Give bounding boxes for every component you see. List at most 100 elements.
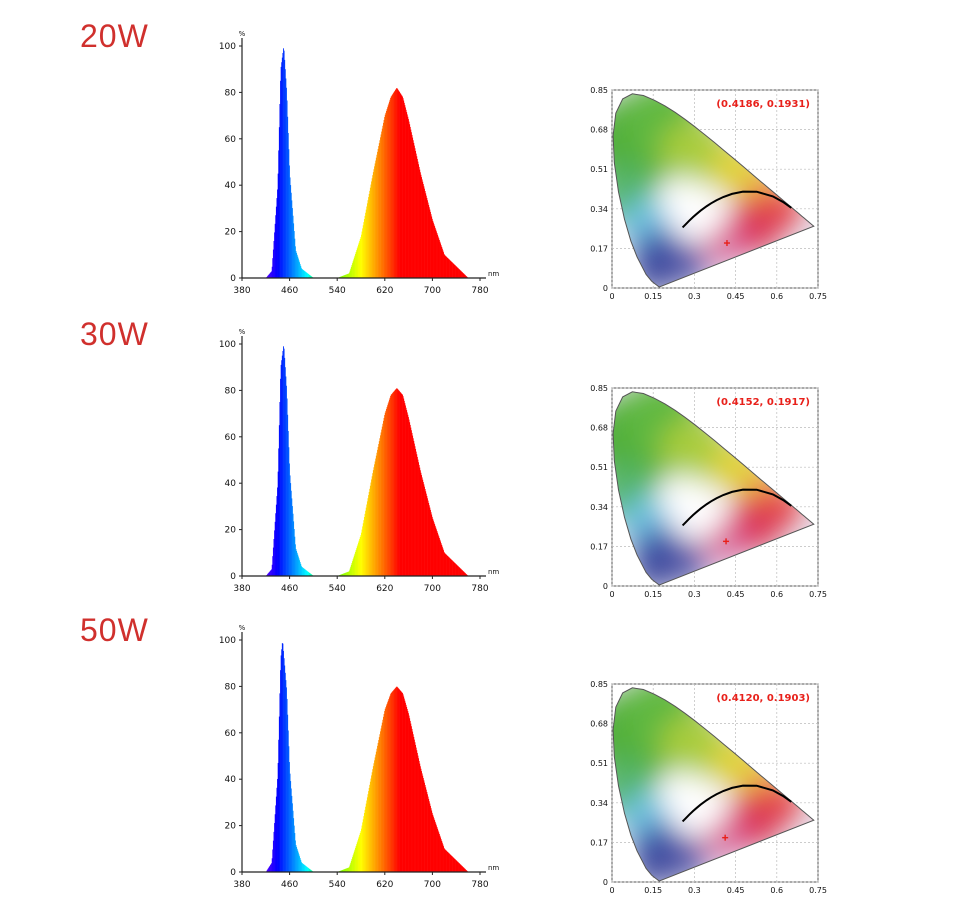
spectrum-bar bbox=[296, 552, 298, 576]
spectrum-bar bbox=[394, 390, 396, 576]
spectrum-bar bbox=[444, 255, 446, 278]
spectrum-bar bbox=[383, 420, 384, 576]
spectrum-bar bbox=[428, 801, 430, 872]
spectrum-bar bbox=[287, 730, 289, 872]
spectrum-bar bbox=[424, 191, 426, 278]
spectrum-bar bbox=[446, 555, 448, 576]
spectrum-bar bbox=[300, 265, 302, 278]
spectrum-bar bbox=[299, 562, 301, 576]
spectrum-bar bbox=[363, 222, 365, 278]
spectrum-bar bbox=[290, 781, 292, 872]
spectrum-bar bbox=[284, 59, 286, 278]
spectrum-bar bbox=[440, 541, 442, 576]
spectrum-bar bbox=[294, 833, 296, 872]
spectrum-bar bbox=[345, 868, 347, 872]
spectrum-bar bbox=[302, 567, 304, 576]
spectrum-bar bbox=[352, 261, 354, 278]
spectrum-bar bbox=[432, 816, 434, 872]
spectrum-bar bbox=[306, 571, 308, 576]
spectrum-bar bbox=[387, 107, 389, 278]
spectrum-area bbox=[266, 48, 468, 279]
spectrum-bar bbox=[383, 716, 384, 872]
spectrum-bar bbox=[385, 408, 387, 576]
spectrum-bar bbox=[400, 94, 402, 278]
x-tick-label: 0.45 bbox=[727, 886, 745, 895]
spectrum-bar bbox=[415, 451, 417, 576]
x-tick-label: 0.6 bbox=[770, 292, 783, 301]
spectrum-bar bbox=[378, 441, 380, 576]
spectrum-bar bbox=[360, 535, 362, 576]
spectrum-bar bbox=[272, 547, 274, 576]
y-tick-label: 0 bbox=[603, 284, 608, 293]
spectrum-bar bbox=[372, 766, 374, 872]
spectrum-bar bbox=[399, 690, 401, 872]
x-tick-label: 0.75 bbox=[809, 590, 827, 599]
spectrum-bar bbox=[458, 269, 460, 278]
spectrum-bar bbox=[420, 472, 422, 576]
y-axis-label: % bbox=[239, 328, 246, 336]
spectrum-bar bbox=[369, 781, 371, 872]
spectrum-bar bbox=[441, 840, 443, 872]
spectrum-bar bbox=[355, 847, 356, 872]
spectrum-bar bbox=[366, 203, 368, 278]
spectrum-bar bbox=[416, 454, 418, 576]
spectrum-bar bbox=[431, 514, 433, 576]
y-tick-label: 100 bbox=[219, 42, 236, 52]
spectrum-bar bbox=[387, 405, 389, 576]
spectrum-bar bbox=[399, 391, 401, 576]
spectrum-bar bbox=[390, 694, 392, 872]
spectrum-bar bbox=[286, 100, 288, 279]
spectrum-bar bbox=[280, 378, 281, 576]
spectrum-bar bbox=[293, 521, 295, 576]
spectrum-bar bbox=[403, 102, 405, 278]
spectrum-bar bbox=[422, 778, 424, 872]
spectrum-bar bbox=[345, 572, 347, 576]
spectrum-bar bbox=[269, 865, 271, 872]
spectrum-bar bbox=[385, 707, 387, 872]
spectrum-bar bbox=[443, 253, 445, 278]
spectrum-bar bbox=[276, 496, 278, 576]
spectrum-bar bbox=[452, 262, 453, 278]
spectrum-bar bbox=[425, 493, 427, 576]
spectrum-bar bbox=[359, 537, 361, 576]
spectrum-bar bbox=[448, 557, 450, 576]
spectrum-bar bbox=[273, 240, 275, 278]
spectrum-bar bbox=[444, 553, 446, 576]
spectrum-bar bbox=[457, 861, 459, 872]
spectrum-bar bbox=[298, 558, 300, 576]
spectrum-bar bbox=[449, 259, 450, 278]
x-tick-label: 460 bbox=[281, 286, 298, 296]
spectrum-bar bbox=[453, 857, 455, 872]
spectrum-bar bbox=[371, 476, 373, 576]
spectrum-bar bbox=[361, 529, 363, 576]
spectrum-bar bbox=[402, 693, 403, 872]
y-tick-label: 40 bbox=[225, 775, 237, 785]
cie-chart: (0.4120, 0.1903) 0 0.15 0.3 0.45 0.6 0.75 0 0.17… bbox=[590, 680, 827, 895]
y-tick-label: 0.34 bbox=[590, 503, 608, 512]
spectrum-bar bbox=[309, 573, 311, 576]
spectrum-bar bbox=[466, 574, 468, 576]
spectrum-bar bbox=[374, 163, 376, 278]
spectrum-bar bbox=[424, 188, 425, 278]
spectrum-bar bbox=[295, 845, 297, 872]
spectrum-bar bbox=[282, 350, 284, 576]
spectrum-bar bbox=[278, 425, 280, 576]
spectrum-bar bbox=[450, 559, 452, 576]
spectrum-bar bbox=[428, 207, 430, 278]
spectrum-bar bbox=[401, 95, 403, 278]
spectrum-bar bbox=[283, 658, 285, 872]
spectrum-bar bbox=[379, 438, 381, 576]
spectrum-bar bbox=[271, 271, 273, 278]
spectrum-bar bbox=[341, 276, 343, 278]
spectrum-bar bbox=[400, 93, 402, 279]
spectrum-bar bbox=[349, 270, 351, 278]
spectrum-bar bbox=[459, 863, 461, 872]
spectrum-bar bbox=[432, 220, 434, 278]
spectrum-bar bbox=[362, 526, 364, 576]
spectrum-bar bbox=[308, 274, 310, 278]
spectrum-bar bbox=[446, 851, 448, 872]
spectrum-bar bbox=[367, 200, 369, 278]
spectrum-bar bbox=[431, 810, 433, 872]
spectrum-bar bbox=[397, 389, 399, 576]
spectrum-bar bbox=[418, 760, 420, 872]
